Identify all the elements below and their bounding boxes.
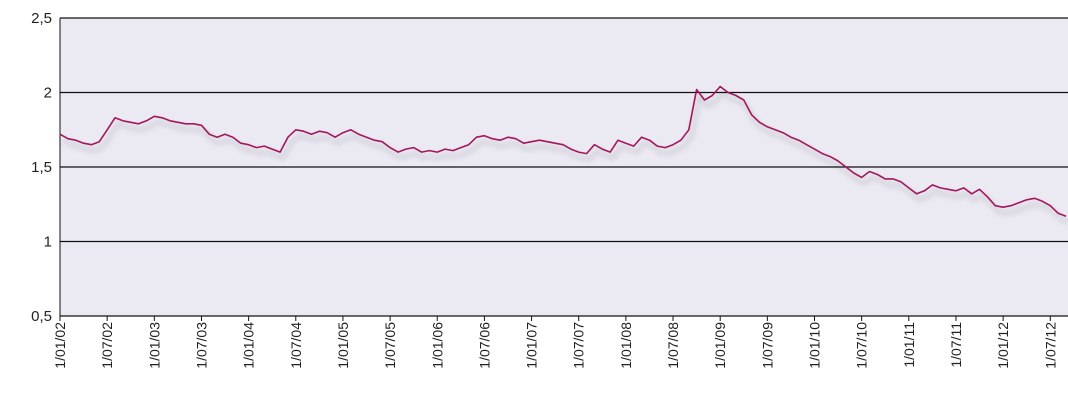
x-tick-label: 1/07/02 [99,322,115,369]
x-tick-label: 1/07/12 [1042,322,1058,369]
x-tick-label: 1/07/05 [382,322,398,369]
x-tick-label: 1/01/03 [146,322,162,369]
x-tick-label: 1/07/08 [665,322,681,369]
x-tick-label: 1/07/07 [571,322,587,369]
x-tick-label: 1/07/10 [854,322,870,369]
x-tick-label: 1/01/10 [807,322,823,369]
x-tick-label: 1/07/03 [193,322,209,369]
x-tick-label: 1/01/02 [52,322,68,369]
x-tick-label: 1/01/09 [712,322,728,369]
x-tick-label: 1/01/07 [524,322,540,369]
x-tick-label: 1/01/08 [618,322,634,369]
y-tick-label: 1 [44,234,52,251]
y-tick-label: 2,5 [31,10,52,27]
y-tick-label: 2 [44,85,52,102]
x-tick-label: 1/01/04 [241,322,257,369]
x-tick-label: 1/07/06 [476,322,492,369]
x-tick-label: 1/07/04 [288,322,304,369]
data-line [59,85,1067,217]
x-tick-label: 1/01/12 [995,322,1011,369]
y-tick-label: 0,5 [31,308,52,325]
x-tick-label: 1/07/09 [759,322,775,369]
x-tick-label: 1/01/06 [429,322,445,369]
x-tick-label: 1/07/11 [948,322,964,368]
x-tick-label: 1/01/05 [335,322,351,369]
x-tick-label: 1/01/11 [901,322,917,368]
y-tick-label: 1,5 [31,159,52,176]
